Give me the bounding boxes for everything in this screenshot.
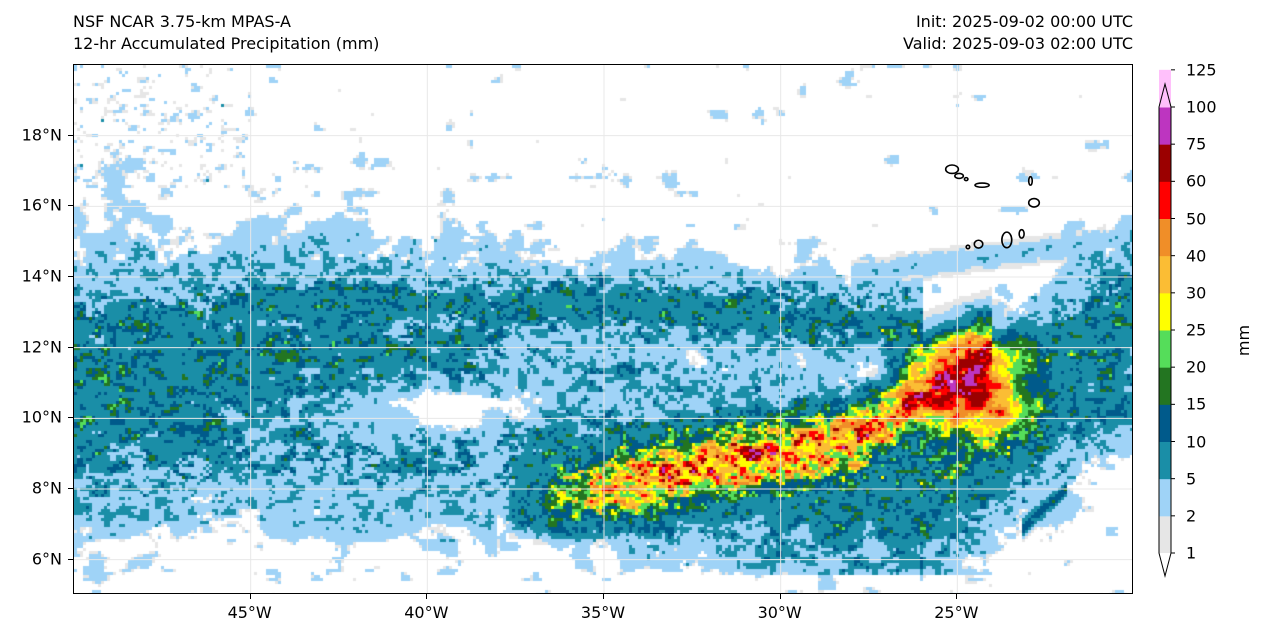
island-coastline <box>963 176 969 182</box>
colorbar-unit-label: mm <box>1234 324 1254 357</box>
colorbar-segment <box>1159 515 1171 554</box>
island-coastline <box>1018 228 1025 239</box>
colorbar-tick-label: 15 <box>1186 394 1207 414</box>
colorbar-segment <box>1159 367 1171 405</box>
colorbar-tick-label: 20 <box>1186 357 1207 377</box>
latitude-tick-label: 18°N <box>21 125 62 145</box>
longitude-tick-label: 30°W <box>757 603 802 622</box>
colorbar-min-extension <box>1159 553 1171 576</box>
colorbar-segment <box>1159 255 1171 294</box>
init-time: Init: 2025-09-02 00:00 UTC <box>915 12 1133 31</box>
latitude-tick-label: 8°N <box>31 478 62 498</box>
island-coastline <box>944 164 960 175</box>
latitude-tick-label: 6°N <box>31 549 62 569</box>
latitude-tick-label: 14°N <box>21 266 62 286</box>
island-coastline <box>974 182 990 189</box>
colorbar-segment <box>1159 218 1171 257</box>
colorbar-tick-label: 1 <box>1186 543 1197 563</box>
title-left: NSF NCAR 3.75-km MPAS-A 12-hr Accumulate… <box>73 11 379 55</box>
title-right: Init: 2025-09-02 00:00 UTC Valid: 2025-0… <box>903 11 1133 55</box>
colorbar <box>1158 69 1175 578</box>
longitude-tick-mark <box>249 594 251 599</box>
latitude-tick-mark <box>68 417 73 419</box>
latitude-tick-mark <box>68 488 73 489</box>
island-coastline <box>1027 197 1041 208</box>
colorbar-segment <box>1159 181 1171 219</box>
latitude-tick-mark <box>68 346 73 348</box>
latitude-tick-label: 10°N <box>21 407 62 427</box>
longitude-tick-label: 40°W <box>404 603 449 622</box>
island-coastline <box>973 239 984 249</box>
map-panel <box>73 64 1133 594</box>
colorbar-tick-label: 25 <box>1186 320 1207 340</box>
latitude-tick-label: 12°N <box>21 337 62 357</box>
colorbar-max-extension <box>1159 84 1171 107</box>
colorbar-tick-label: 30 <box>1186 283 1207 303</box>
latitude-tick-mark <box>68 134 73 136</box>
field-name: 12-hr Accumulated Precipitation (mm) <box>73 34 380 53</box>
longitude-tick-label: 45°W <box>227 603 272 622</box>
colorbar-tick-label: 75 <box>1186 134 1207 154</box>
model-name: NSF NCAR 3.75-km MPAS-A <box>73 12 291 31</box>
colorbar-segment <box>1159 144 1171 182</box>
latitude-tick-label: 16°N <box>21 195 62 215</box>
colorbar-tick-label: 60 <box>1186 171 1207 191</box>
latitude-tick-mark <box>68 276 73 277</box>
map-overlay <box>74 65 1132 593</box>
longitude-tick-mark <box>956 594 958 599</box>
latitude-tick-mark <box>68 558 73 560</box>
colorbar-tick-label: 5 <box>1186 469 1197 489</box>
latitude-tick-mark <box>68 205 73 207</box>
island-coastline <box>1001 231 1013 249</box>
colorbar-segment <box>1159 441 1171 480</box>
colorbar-tick-label: 40 <box>1186 246 1207 266</box>
colorbar-tick-label: 100 <box>1186 97 1217 117</box>
valid-time: Valid: 2025-09-03 02:00 UTC <box>902 34 1133 53</box>
colorbar-segment <box>1159 107 1171 145</box>
colorbar-tick-label: 50 <box>1186 209 1207 228</box>
longitude-tick-mark <box>603 594 604 599</box>
longitude-tick-label: 35°W <box>580 603 626 622</box>
island-coastline <box>965 244 971 250</box>
colorbar-segment <box>1159 478 1171 517</box>
colorbar-segment <box>1159 330 1171 368</box>
colorbar-segment <box>1159 404 1171 442</box>
colorbar-segment <box>1159 292 1171 331</box>
colorbar-tick-label: 10 <box>1186 432 1207 451</box>
island-coastline <box>954 172 965 180</box>
longitude-tick-label: 25°W <box>934 603 979 622</box>
longitude-tick-mark <box>426 594 428 599</box>
longitude-tick-mark <box>779 594 781 599</box>
colorbar-tick-label: 125 <box>1186 60 1217 80</box>
colorbar-tick-label: 2 <box>1186 506 1197 526</box>
island-coastline <box>1027 175 1034 186</box>
